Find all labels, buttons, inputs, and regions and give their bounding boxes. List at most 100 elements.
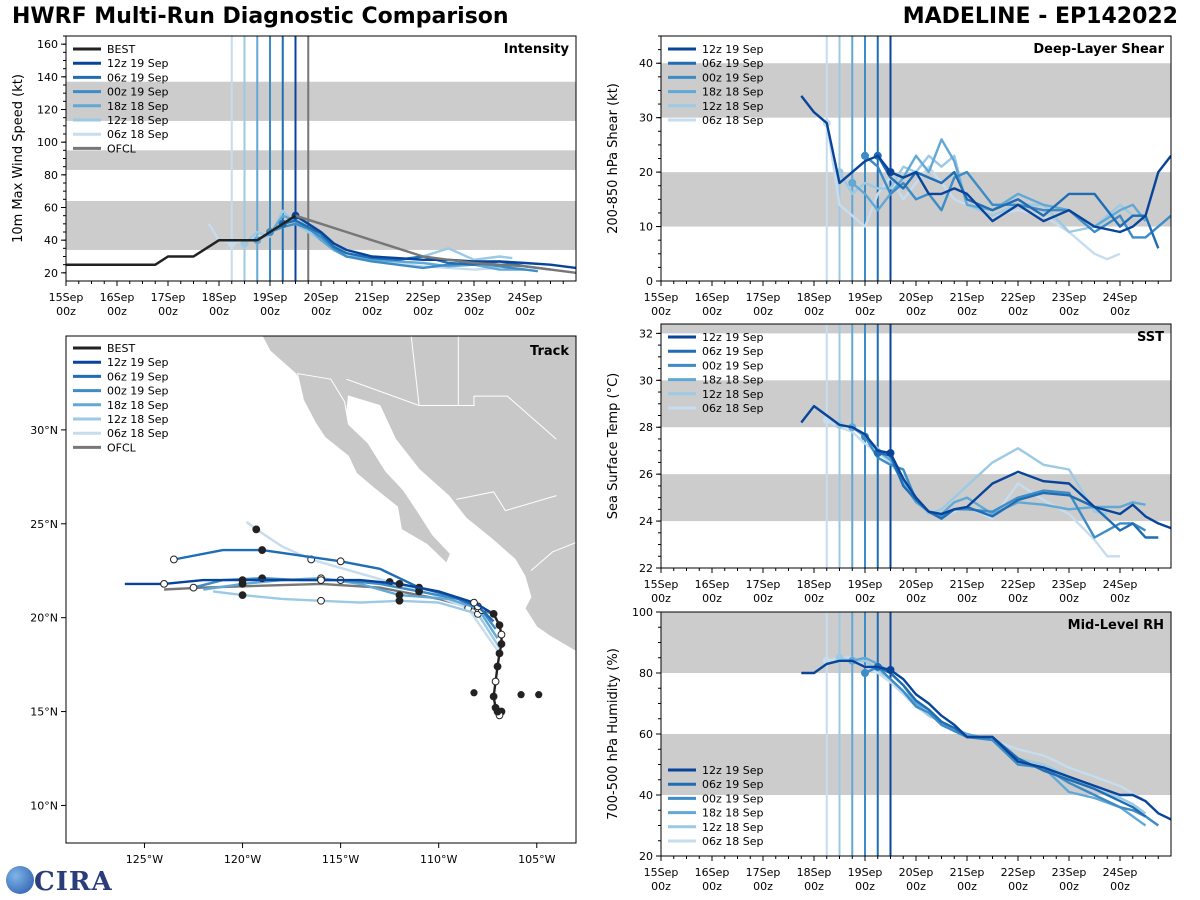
cira-logo: CIRA xyxy=(4,866,113,897)
track-line xyxy=(245,520,501,654)
legend-label: 18z 18 Sep xyxy=(107,399,169,412)
tracks-group xyxy=(124,520,543,720)
x-tick-label: 00z xyxy=(464,305,484,318)
x-tick-label: 00z xyxy=(906,592,926,605)
x-tick-label: 00z xyxy=(260,305,280,318)
track-marker xyxy=(317,576,325,585)
y-tick-label: 26 xyxy=(639,468,653,481)
x-tick-label: 00z xyxy=(753,305,773,318)
legend-label: 12z 19 Sep xyxy=(107,356,169,369)
track-marker xyxy=(470,598,478,607)
shear-panel: 01020304015Sep00z16Sep00z17Sep00z18Sep00… xyxy=(606,35,1172,318)
globe-icon xyxy=(6,866,34,894)
x-tick-label: 00z xyxy=(1059,305,1079,318)
x-tick-label: 17Sep xyxy=(746,866,781,879)
legend-label: 00z 19 Sep xyxy=(702,792,764,805)
legend-label: 18z 18 Sep xyxy=(702,86,764,99)
track-marker xyxy=(491,703,500,712)
y-tick-label: 30 xyxy=(639,374,653,387)
y-tick-label: 24 xyxy=(639,515,653,528)
x-tick-label: 115°W xyxy=(322,853,359,866)
x-tick-label: 00z xyxy=(855,880,875,893)
x-tick-label: 18Sep xyxy=(797,291,832,304)
x-tick-label: 00z xyxy=(56,305,76,318)
legend-label: 18z 18 Sep xyxy=(107,100,169,113)
x-tick-label: 23Sep xyxy=(1052,866,1087,879)
y-tick-label: 100 xyxy=(37,136,58,149)
x-tick-label: 20Sep xyxy=(304,291,339,304)
shaded-band xyxy=(66,150,576,170)
x-tick-label: 00z xyxy=(906,880,926,893)
series-line xyxy=(864,665,1159,827)
legend-label: 06z 18 Sep xyxy=(107,128,169,141)
init-marker xyxy=(861,151,869,160)
shear-series-group xyxy=(800,95,1171,261)
x-tick-label: 00z xyxy=(362,305,382,318)
y-tick-label: 10 xyxy=(639,221,653,234)
y-tick-label: 80 xyxy=(44,169,58,182)
x-tick-label: 105°W xyxy=(518,853,555,866)
legend-label: BEST xyxy=(107,342,135,355)
track-marker xyxy=(470,689,478,697)
x-tick-label: 22Sep xyxy=(1001,291,1036,304)
x-tick-label: 24Sep xyxy=(1103,291,1138,304)
figure-title: HWRF Multi-Run Diagnostic Comparison xyxy=(12,4,509,29)
track-marker xyxy=(169,555,178,564)
legend-label: 12z 18 Sep xyxy=(702,821,764,834)
x-tick-label: 00z xyxy=(1110,880,1130,893)
x-tick-label: 125°W xyxy=(126,853,163,866)
y-tick-label: 100 xyxy=(632,606,653,619)
x-tick-label: 00z xyxy=(107,305,127,318)
track-marker xyxy=(489,610,498,618)
track-marker xyxy=(238,591,247,600)
track-marker xyxy=(258,546,267,554)
shaded-band xyxy=(661,612,1171,673)
y-axis-label: 700-500 hPa Humidity (%) xyxy=(606,648,621,820)
x-tick-label: 00z xyxy=(413,305,433,318)
legend-label: 06z 19 Sep xyxy=(702,345,764,358)
x-tick-label: 00z xyxy=(804,592,824,605)
x-tick-label: 23Sep xyxy=(457,291,492,304)
x-tick-label: 00z xyxy=(515,305,535,318)
x-tick-label: 21Sep xyxy=(950,291,985,304)
x-tick-label: 21Sep xyxy=(355,291,390,304)
series-line xyxy=(295,214,576,274)
x-tick-label: 00z xyxy=(702,305,722,318)
legend-label: 12z 19 Sep xyxy=(702,43,764,56)
series-line xyxy=(864,154,1171,239)
x-tick-label: 19Sep xyxy=(253,291,288,304)
y-axis-label: Sea Surface Temp (°C) xyxy=(606,373,621,520)
series-line xyxy=(801,659,1171,821)
track-marker xyxy=(495,649,504,658)
x-tick-label: 16Sep xyxy=(695,291,730,304)
legend-label: 12z 19 Sep xyxy=(107,57,169,70)
intensity-series-group xyxy=(66,209,576,274)
shaded-band xyxy=(661,63,1171,118)
track-marker xyxy=(535,691,543,699)
init-marker xyxy=(861,669,869,677)
y-axis-label: 200-850 hPa Shear (kt) xyxy=(606,83,621,234)
x-tick-label: 120°W xyxy=(224,853,261,866)
sst-series-group xyxy=(800,404,1171,558)
x-tick-label: 21Sep xyxy=(950,866,985,879)
track-marker xyxy=(489,692,498,701)
x-tick-label: 23Sep xyxy=(1052,578,1087,591)
storm-title: MADELINE - EP142022 xyxy=(902,4,1178,29)
panel-title: Track xyxy=(530,344,569,359)
x-tick-label: 00z xyxy=(311,305,331,318)
track-marker xyxy=(238,576,247,585)
panel-title: SST xyxy=(1137,330,1164,345)
y-tick-label: 40 xyxy=(639,57,653,70)
intensity-panel: 2040608010012014016015Sep00z16Sep00z17Se… xyxy=(11,35,577,318)
y-tick-label: 140 xyxy=(37,71,58,84)
track-line xyxy=(203,577,499,639)
x-tick-label: 17Sep xyxy=(746,578,781,591)
x-tick-label: 15Sep xyxy=(644,578,679,591)
track-marker xyxy=(517,691,525,699)
x-tick-label: 16Sep xyxy=(695,578,730,591)
shaded-band xyxy=(66,81,576,121)
track-marker xyxy=(336,557,345,566)
track-marker xyxy=(491,677,500,686)
legend-label: 12z 19 Sep xyxy=(702,764,764,777)
